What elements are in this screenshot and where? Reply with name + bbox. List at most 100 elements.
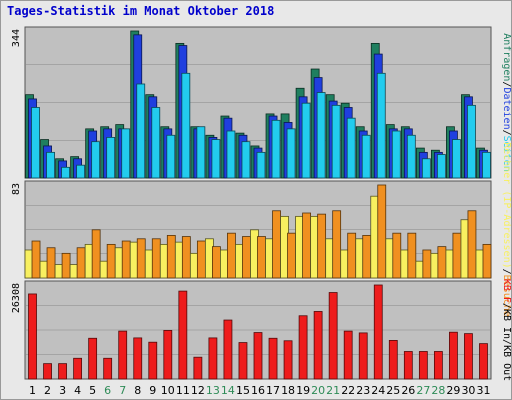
x-tick-label-day-8: 8 (134, 384, 141, 397)
bar-kbf-kb-f-day-8 (133, 337, 143, 380)
x-tick-label-day-18: 18 (281, 384, 295, 397)
bar-kbf-kb-f-day-28 (433, 351, 443, 380)
legend-entry-rechner-ip-adressen-: Rechner (IP-Adressen) (501, 142, 511, 268)
bar-visits-besuche-day-19 (302, 212, 311, 279)
bar-hits-seiten-day-1 (31, 107, 40, 179)
bar-visits-besuche-day-22 (347, 232, 357, 279)
bar-kbf-kb-f-day-22 (343, 330, 353, 380)
ymax-label-hits: 344 (11, 29, 22, 47)
legend-kbf: KB F/KB In/KB Out (501, 279, 511, 381)
bar-visits-besuche-day-5 (91, 229, 101, 279)
x-tick-label-day-1: 1 (29, 384, 36, 397)
bar-kbf-kb-f-day-12 (193, 356, 203, 380)
x-tick-label-day-9: 9 (149, 384, 156, 397)
legend-visits: Rechner (IP-Adressen)/Besuche (501, 142, 511, 317)
bar-kbf-kb-f-day-19 (298, 315, 308, 380)
bar-hits-seiten-day-25 (391, 130, 401, 179)
bar-hits-seiten-day-3 (61, 166, 70, 179)
bar-hits-seiten-day-12 (196, 126, 206, 179)
bar-visits-besuche-day-26 (407, 232, 417, 279)
bar-hits-seiten-day-16 (256, 151, 266, 179)
bar-visits-besuche-day-17 (272, 210, 281, 279)
bar-visits-besuche-day-24 (377, 184, 387, 279)
legend-entry-seiten: Seiten (501, 136, 511, 172)
legend-entry-kb-in: KB In (501, 309, 511, 339)
x-tick-label-day-17: 17 (266, 384, 280, 397)
bar-kbf-kb-f-day-10 (163, 330, 173, 380)
bar-hits-seiten-day-28 (436, 154, 446, 179)
bar-kbf-kb-f-day-29 (449, 331, 458, 380)
legend-separator: / (501, 269, 511, 275)
bar-kbf-kb-f-day-30 (464, 333, 473, 380)
x-tick-label-day-26: 26 (401, 384, 415, 397)
bar-hits-seiten-day-18 (286, 128, 296, 179)
x-tick-label-day-21: 21 (326, 384, 340, 397)
bar-kbf-kb-f-day-6 (103, 357, 113, 380)
x-tick-label-day-13: 13 (206, 384, 220, 397)
x-tick-label-day-12: 12 (191, 384, 205, 397)
chart-title: Tages-Statistik im Monat Oktober 2018 (7, 4, 275, 18)
legend-separator: / (501, 81, 511, 87)
legend-entry-anfragen: Anfragen (501, 33, 511, 81)
bar-hits-seiten-day-23 (361, 134, 371, 179)
bar-hits-seiten-day-17 (271, 119, 281, 179)
bar-hits-seiten-day-31 (482, 151, 491, 179)
legend-entry-besuche: Besuche (501, 275, 511, 317)
bar-visits-besuche-day-4 (76, 247, 86, 279)
bar-hits-seiten-day-7 (121, 128, 131, 179)
bar-hits-seiten-day-11 (181, 72, 191, 179)
bar-hits-seiten-day-4 (76, 164, 86, 179)
bar-kbf-kb-f-day-9 (148, 341, 158, 380)
legend-entry-dateien: Dateien (501, 87, 511, 129)
bar-kbf-kb-f-day-27 (418, 351, 428, 380)
bar-visits-besuche-day-31 (482, 243, 492, 279)
bar-kbf-kb-f-day-26 (403, 351, 413, 380)
bar-kbf-kb-f-day-13 (208, 337, 218, 380)
x-tick-label-day-23: 23 (356, 384, 370, 397)
bar-visits-besuche-day-21 (332, 210, 342, 279)
x-tick-label-day-25: 25 (386, 384, 400, 397)
x-tick-label-day-7: 7 (119, 384, 126, 397)
x-tick-label-day-6: 6 (104, 384, 111, 397)
bar-hits-seiten-day-9 (151, 107, 161, 179)
bar-visits-besuche-day-12 (196, 240, 206, 279)
bar-kbf-kb-f-day-24 (373, 284, 383, 380)
bar-visits-besuche-day-2 (46, 247, 56, 279)
bar-kbf-kb-f-day-18 (283, 340, 293, 380)
bar-kbf-kb-f-day-1 (28, 293, 37, 380)
legend-hits: Anfragen/Dateien/Seiten (501, 33, 511, 172)
bar-hits-seiten-day-13 (211, 139, 221, 179)
bar-visits-besuche-day-8 (136, 238, 146, 279)
bar-visits-besuche-day-18 (287, 232, 296, 279)
bar-visits-besuche-day-1 (31, 240, 41, 279)
bar-visits-besuche-day-20 (317, 213, 327, 279)
bar-hits-seiten-day-30 (467, 104, 476, 179)
bar-hits-seiten-day-15 (241, 141, 251, 179)
bar-hits-seiten-day-2 (46, 151, 55, 179)
bar-kbf-kb-f-day-20 (313, 311, 323, 380)
bar-kbf-kb-f-day-5 (88, 337, 98, 380)
x-tick-label-day-5: 5 (89, 384, 96, 397)
bar-kbf-kb-f-day-16 (253, 332, 263, 380)
bar-visits-besuche-day-6 (106, 243, 116, 279)
x-tick-label-day-20: 20 (311, 384, 325, 397)
x-tick-label-day-29: 29 (446, 384, 460, 397)
bar-visits-besuche-day-11 (181, 236, 191, 279)
bar-visits-besuche-day-15 (242, 236, 251, 279)
bar-hits-seiten-day-21 (331, 104, 341, 179)
bar-kbf-kb-f-day-17 (268, 337, 278, 380)
bar-visits-besuche-day-25 (392, 232, 402, 279)
bar-hits-seiten-day-8 (136, 83, 146, 179)
bar-visits-besuche-day-23 (362, 235, 372, 279)
legend-entry-kb-f: KB F (501, 279, 511, 303)
bar-kbf-kb-f-day-15 (238, 342, 248, 380)
bar-kbf-kb-f-day-3 (58, 363, 67, 380)
bar-visits-besuche-day-9 (151, 238, 161, 279)
x-tick-label-day-22: 22 (341, 384, 355, 397)
bar-hits-seiten-day-14 (226, 130, 236, 179)
bar-kbf-kb-f-day-25 (388, 340, 398, 380)
bar-hits-seiten-day-24 (376, 72, 386, 179)
bar-visits-besuche-day-27 (422, 249, 432, 279)
